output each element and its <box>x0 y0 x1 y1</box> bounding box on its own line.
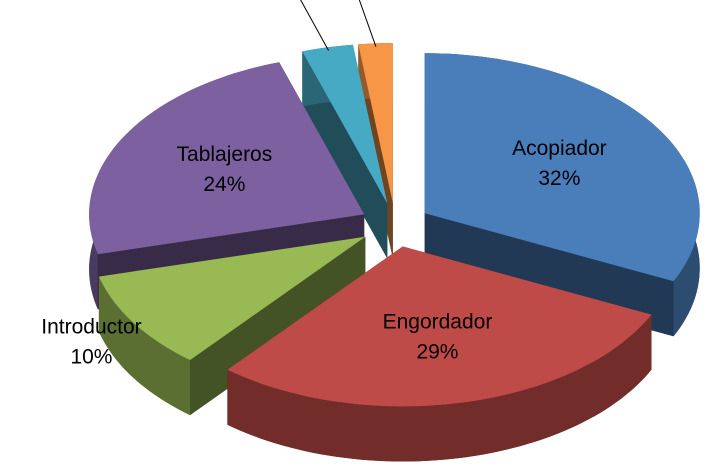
slice-edge <box>302 51 388 259</box>
slice-top <box>302 44 388 204</box>
slice-top <box>89 62 365 255</box>
value-label: 24% <box>203 173 245 196</box>
slice-top <box>227 246 652 407</box>
pie-slice <box>302 44 388 259</box>
value-label: 10% <box>70 345 112 368</box>
leader-line <box>358 0 377 47</box>
slice-top <box>98 236 366 361</box>
category-label: Engordador <box>383 311 493 334</box>
category-label: Introductor <box>41 315 141 338</box>
slice-top <box>424 53 700 282</box>
slice-wall <box>98 276 190 416</box>
value-label: 32% <box>538 167 580 190</box>
slice-wall <box>227 314 652 462</box>
category-label: Tablajeros <box>177 143 273 166</box>
pie-slice <box>227 246 652 462</box>
value-label: 29% <box>416 341 458 364</box>
pie-slice <box>98 236 366 416</box>
category-label: Acopiador <box>512 137 607 160</box>
leader-line <box>300 0 329 51</box>
slice-top <box>358 43 393 203</box>
